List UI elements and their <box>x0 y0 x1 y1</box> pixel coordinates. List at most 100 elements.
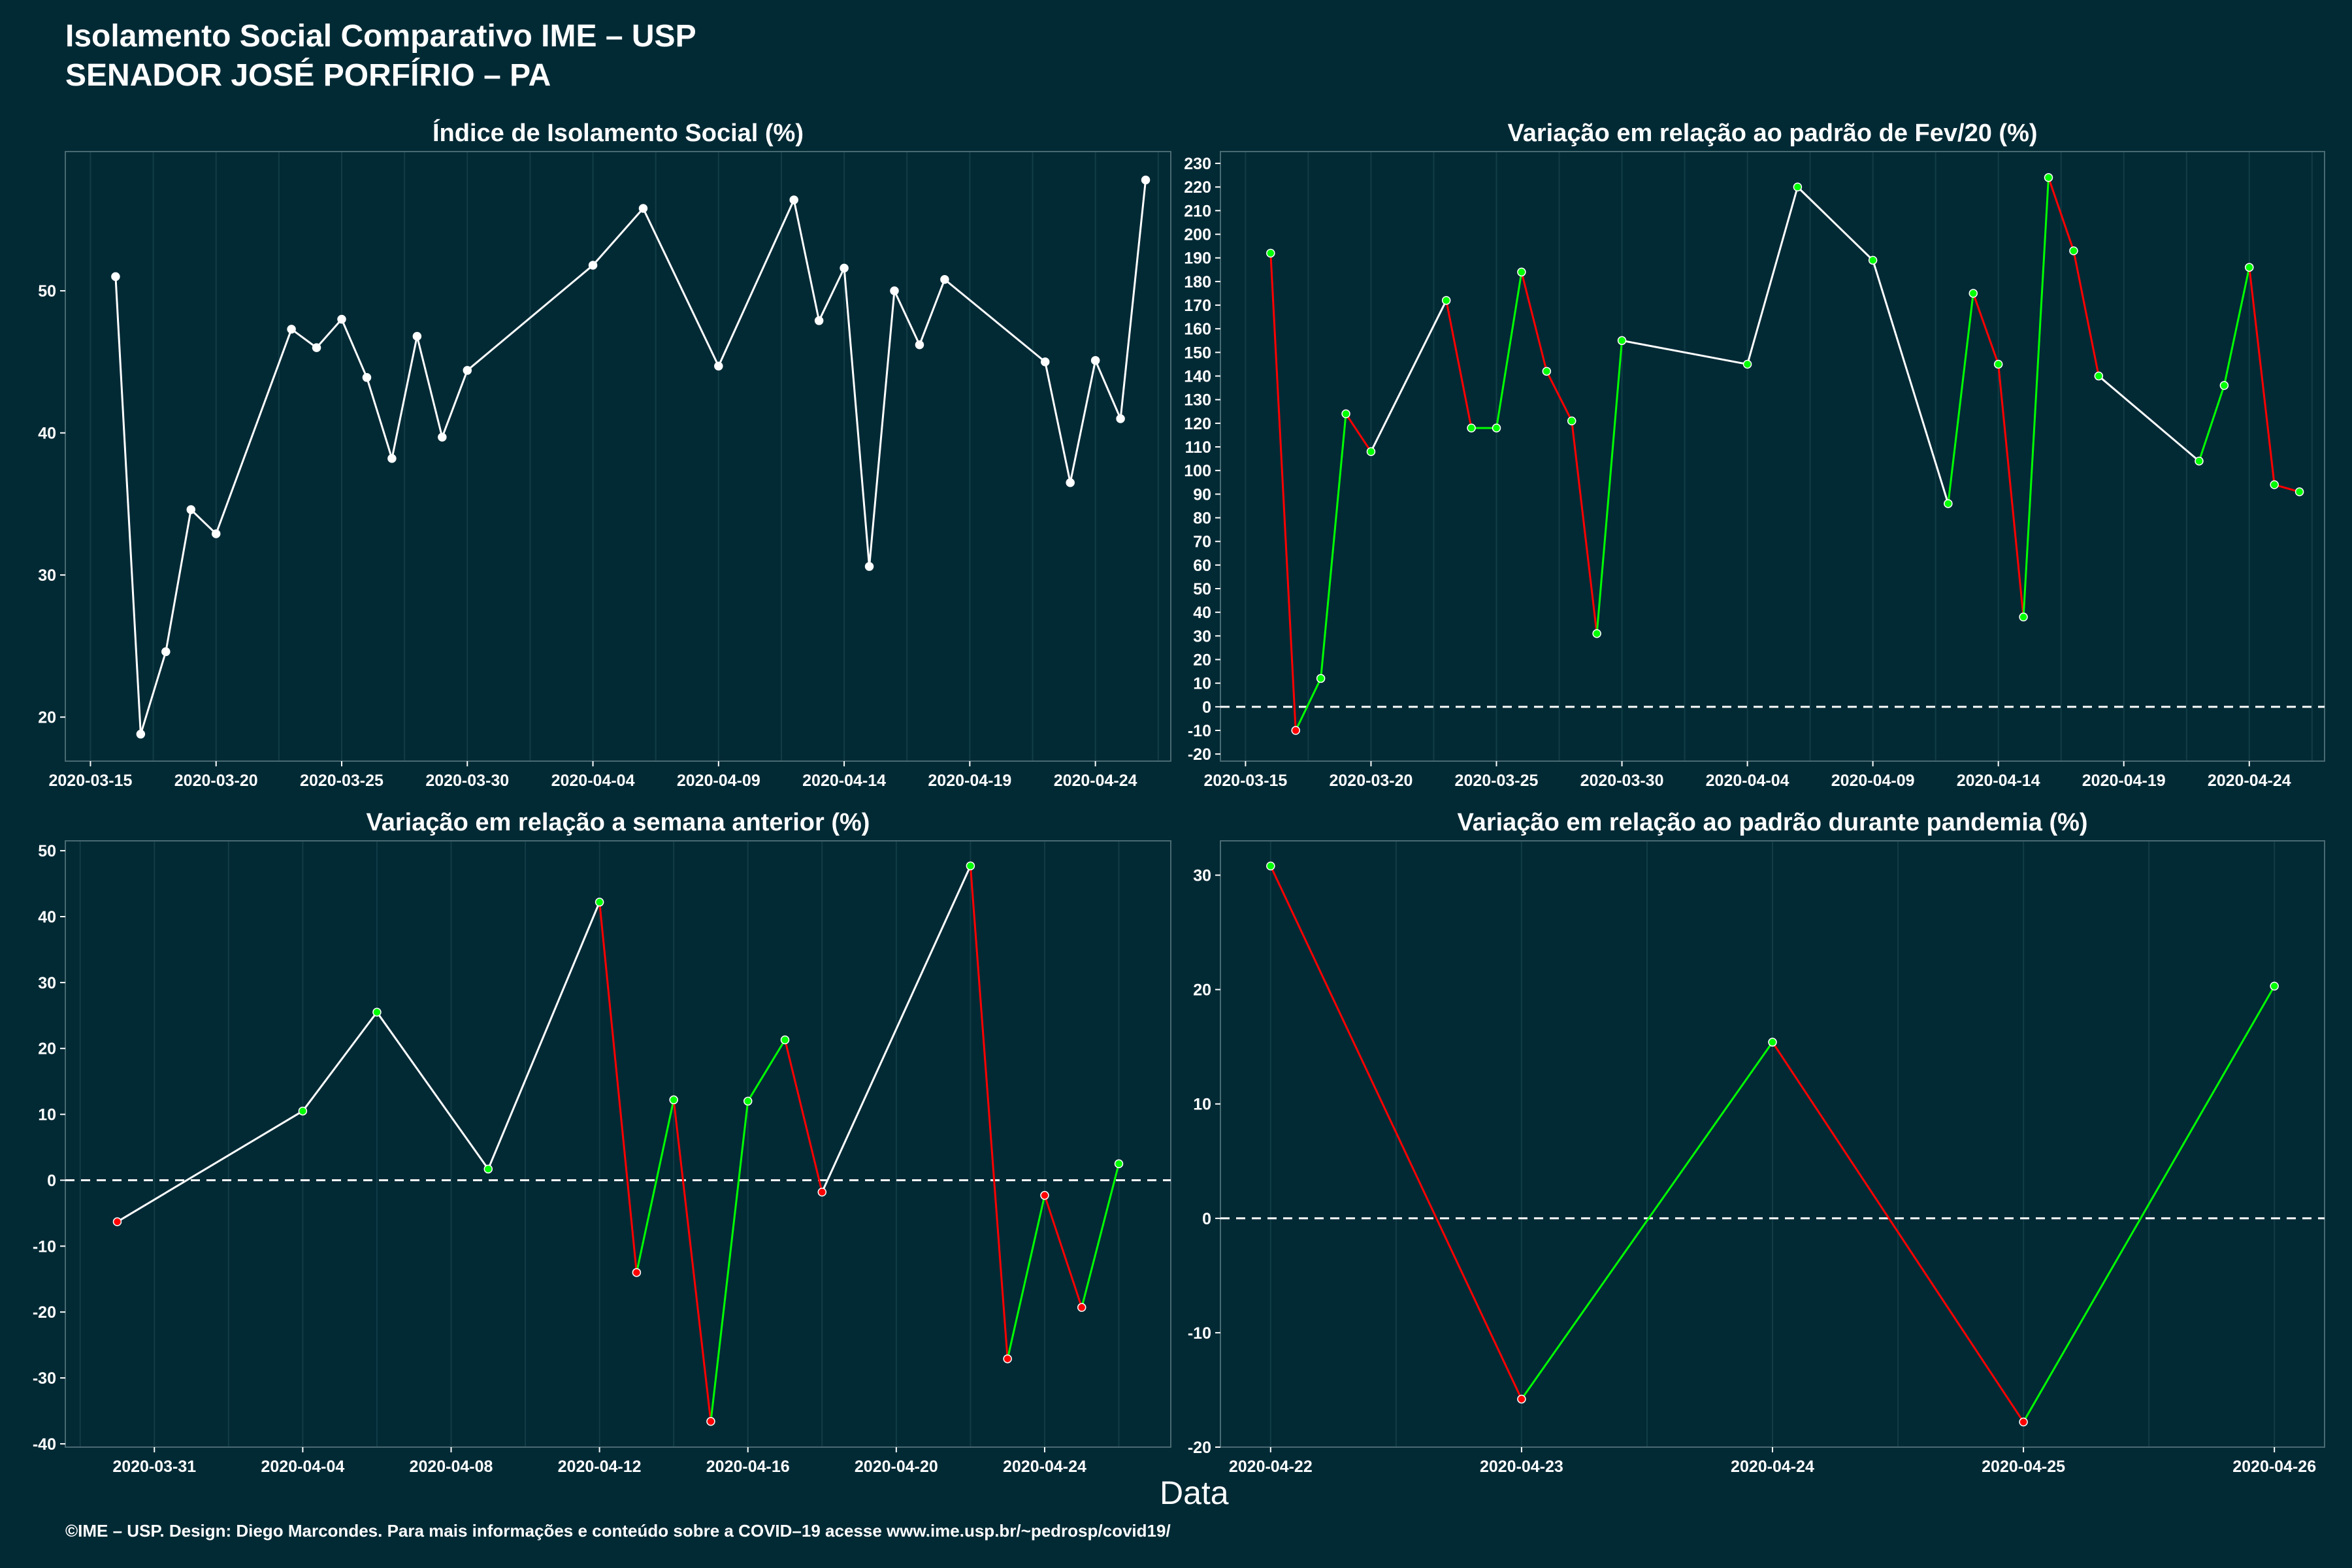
series-segment <box>710 1101 749 1422</box>
series-segment <box>1445 300 1473 429</box>
chart-title-line1: Isolamento Social Comparativo IME – USP <box>65 19 696 54</box>
series-segment <box>316 318 343 349</box>
data-point <box>1467 423 1476 433</box>
data-point <box>632 1267 642 1277</box>
data-point <box>714 361 723 371</box>
series-segment <box>2198 385 2225 462</box>
data-point <box>1517 267 1526 277</box>
x-tick-label: 2020-04-09 <box>1831 772 1915 790</box>
data-point <box>2019 612 2028 622</box>
data-point <box>1114 1159 1124 1169</box>
y-tick-label: 110 <box>1185 438 1211 457</box>
y-tick-label: 180 <box>1184 273 1211 291</box>
series-segment <box>2022 177 2050 617</box>
x-tick-label: 2020-04-23 <box>1480 1458 1563 1476</box>
x-tick-label: 2020-03-15 <box>49 772 133 790</box>
series-segment <box>1294 678 1322 731</box>
y-tick-label: 20 <box>38 1040 56 1058</box>
data-point <box>638 204 648 213</box>
series-segment <box>2022 985 2276 1423</box>
data-point <box>1567 416 1576 426</box>
x-tick-label: 2020-04-24 <box>1731 1458 1814 1476</box>
x-tick-label: 2020-04-16 <box>706 1458 790 1476</box>
series-segment <box>1595 340 1624 634</box>
series-segment <box>1520 1041 1774 1400</box>
x-tick-label: 2020-03-20 <box>174 772 258 790</box>
series-segment <box>416 336 444 438</box>
series-segment <box>139 651 167 735</box>
series-segment <box>784 1039 823 1192</box>
series-segment <box>792 199 821 321</box>
data-point <box>2245 263 2254 272</box>
series-segment <box>818 267 845 321</box>
series-segment <box>215 329 293 534</box>
series-segment <box>868 290 896 567</box>
series-segment <box>1094 360 1122 419</box>
x-tick-label: 2020-04-25 <box>1982 1458 2065 1476</box>
chart-panel-4: Variação em relação ao padrão durante pa… <box>1188 809 2325 1476</box>
x-tick-label: 2020-04-24 <box>1054 772 1137 790</box>
series-segment <box>1370 300 1448 452</box>
data-point <box>1441 296 1451 305</box>
series-segment <box>919 279 946 346</box>
y-tick-label: 10 <box>38 1106 56 1124</box>
data-point <box>2270 480 2279 489</box>
chart-panel-1: Índice de Isolamento Social (%) 20 30 40 50 2… <box>38 118 1171 790</box>
series-segment <box>441 370 468 438</box>
series-segment <box>466 264 594 372</box>
y-tick-label: 140 <box>1184 368 1211 386</box>
data-point <box>2044 173 2053 182</box>
y-tick-label: -30 <box>33 1369 56 1388</box>
data-point <box>2069 246 2078 255</box>
data-point <box>412 331 422 341</box>
data-point <box>483 1164 493 1174</box>
series-segment <box>1571 421 1598 634</box>
data-point <box>1517 1394 1526 1404</box>
data-point <box>669 1095 678 1105</box>
data-point <box>966 861 975 871</box>
x-tick-label: 2020-04-20 <box>855 1458 938 1476</box>
y-tick-label: 50 <box>38 842 56 860</box>
series-segment <box>747 1039 786 1102</box>
y-tick-label: 40 <box>38 908 56 926</box>
data-point <box>1266 861 1275 871</box>
data-point <box>1793 182 1803 191</box>
data-point <box>915 340 924 350</box>
x-tick-label: 2020-04-09 <box>677 772 760 790</box>
data-point <box>1040 1190 1049 1200</box>
data-point <box>780 1035 790 1045</box>
x-tick-label: 2020-04-04 <box>261 1458 344 1476</box>
x-tick-label: 2020-04-22 <box>1229 1458 1313 1476</box>
x-tick-label: 2020-04-14 <box>802 772 886 790</box>
series-segment <box>2248 267 2276 485</box>
data-point <box>2219 381 2229 390</box>
series-segment <box>2098 375 2200 462</box>
data-point <box>1542 367 1552 376</box>
data-point <box>372 1007 382 1017</box>
series-segment <box>1947 293 1974 504</box>
y-tick-label: 10 <box>1193 1096 1211 1114</box>
data-point <box>890 286 899 295</box>
series-segment <box>2072 250 2100 376</box>
data-point <box>438 433 447 442</box>
series-segment <box>1997 364 2025 617</box>
series-segment <box>376 1011 489 1170</box>
x-tick-label: 2020-04-14 <box>1957 772 2040 790</box>
series-segment <box>943 278 1046 363</box>
data-point <box>1116 414 1125 423</box>
series-segment <box>969 866 1009 1359</box>
y-tick-label: -20 <box>1188 745 1211 764</box>
panel-title: Variação em relação ao padrão durante pa… <box>1457 809 2087 836</box>
y-tick-label: 0 <box>1202 698 1211 717</box>
series-segment <box>165 509 192 652</box>
data-point <box>211 529 221 538</box>
series-segment <box>1495 272 1523 429</box>
x-tick-label: 2020-04-08 <box>410 1458 493 1476</box>
series-segment <box>635 1100 675 1273</box>
plot-frame <box>1220 151 2325 762</box>
y-tick-label: 120 <box>1184 415 1211 433</box>
data-point <box>1040 357 1050 367</box>
data-point <box>136 729 146 739</box>
y-tick-label: 70 <box>1193 533 1211 551</box>
data-point <box>1266 248 1275 258</box>
